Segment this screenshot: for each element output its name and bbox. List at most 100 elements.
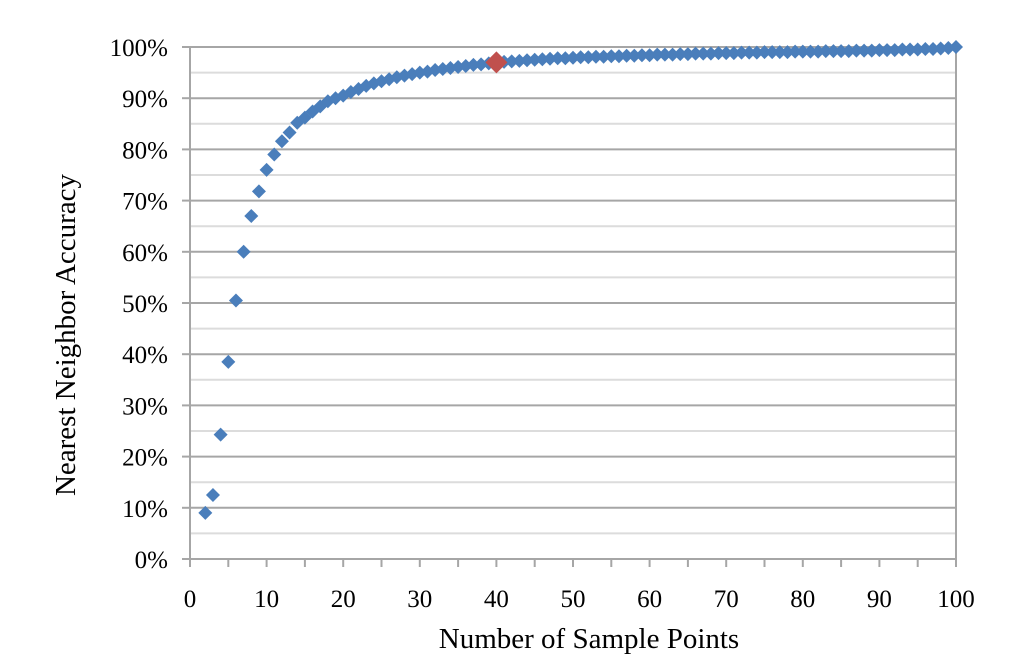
y-tick-label: 40% (122, 342, 168, 369)
y-tick-labels: 0% 10% 20% 30% 40% 50% 60% 70% 80% 90% 100% (110, 35, 168, 574)
data-point (282, 125, 297, 140)
x-tick-label: 50 (561, 586, 586, 613)
data-points (198, 40, 963, 520)
data-point (627, 48, 642, 63)
data-point (734, 45, 749, 60)
data-point (803, 44, 818, 59)
data-point (711, 46, 726, 61)
data-point (596, 49, 611, 64)
data-point (795, 44, 810, 59)
data-point (650, 47, 665, 62)
data-point (466, 57, 481, 72)
data-point (535, 52, 550, 67)
axis-ticks (182, 46, 957, 567)
y-tick-label: 80% (122, 137, 168, 164)
data-point (887, 43, 902, 58)
y-tick-label: 100% (110, 35, 168, 62)
data-point (949, 40, 963, 54)
data-point (811, 44, 826, 59)
data-point (742, 45, 757, 60)
data-point (634, 48, 649, 63)
data-point (818, 44, 833, 59)
x-tick-label: 90 (867, 586, 892, 613)
x-tick-label: 80 (790, 586, 815, 613)
data-point (198, 505, 213, 520)
data-point (611, 49, 626, 64)
y-tick-label: 10% (122, 496, 168, 523)
data-point (205, 488, 220, 502)
data-point (834, 44, 849, 59)
data-point (619, 48, 634, 63)
data-point (880, 43, 895, 58)
data-point (918, 42, 933, 57)
data-point (520, 53, 535, 68)
x-tick-label: 40 (484, 586, 509, 613)
data-point (757, 45, 772, 60)
x-axis-title: Number of Sample Points (439, 623, 739, 655)
data-point (719, 46, 734, 61)
data-point (244, 208, 259, 223)
data-point (895, 42, 910, 57)
data-point (772, 45, 787, 60)
data-point (642, 48, 657, 63)
x-tick-label: 100 (937, 586, 975, 613)
y-tick-label: 0% (135, 547, 168, 574)
data-point (443, 60, 458, 75)
data-point (550, 51, 565, 66)
y-tick-label: 20% (122, 445, 168, 472)
y-tick-label: 50% (122, 291, 168, 318)
x-tick-label: 10 (254, 586, 279, 613)
x-tick-label: 20 (331, 586, 356, 613)
y-tick-label: 30% (122, 393, 168, 420)
x-tick-label: 60 (637, 586, 662, 613)
data-point (933, 41, 948, 56)
x-tick-labels: 0 10 20 30 40 50 60 70 80 90 100 (184, 586, 975, 613)
x-tick-label: 0 (184, 586, 197, 613)
data-point (604, 49, 619, 64)
data-point (872, 43, 887, 58)
data-point (267, 147, 282, 162)
data-point (688, 46, 703, 61)
data-point (696, 46, 711, 61)
data-point (543, 51, 558, 66)
x-tick-label: 30 (407, 586, 432, 613)
data-point (864, 43, 879, 58)
data-point (703, 46, 718, 61)
data-point (221, 354, 236, 369)
data-point (228, 293, 243, 308)
data-point (849, 43, 864, 58)
data-point (926, 42, 941, 57)
y-axis-title: Nearest Neighbor Accuracy (50, 173, 82, 496)
data-point (573, 50, 588, 65)
data-point (213, 427, 228, 442)
data-point (726, 46, 741, 61)
data-point (903, 42, 918, 57)
data-point (657, 47, 672, 62)
data-point (558, 51, 573, 66)
data-point (259, 162, 274, 177)
data-point (680, 47, 695, 62)
y-tick-label: 90% (122, 86, 168, 113)
data-point (826, 44, 841, 59)
x-tick-label: 70 (714, 586, 739, 613)
data-point (588, 49, 603, 64)
data-point (665, 47, 680, 62)
data-point (857, 43, 872, 58)
data-point (788, 44, 803, 59)
data-point (236, 244, 251, 259)
y-tick-label: 60% (122, 240, 168, 267)
data-point (749, 45, 764, 60)
data-point (504, 54, 519, 69)
grid-lines (190, 46, 956, 535)
data-point (566, 50, 580, 65)
data-point (673, 47, 688, 62)
data-point (780, 45, 795, 60)
data-point (274, 134, 289, 149)
data-point (841, 44, 856, 59)
data-point (581, 50, 596, 65)
data-point (251, 184, 266, 199)
y-tick-label: 70% (122, 189, 168, 216)
data-point (512, 53, 527, 68)
data-point (910, 42, 925, 57)
